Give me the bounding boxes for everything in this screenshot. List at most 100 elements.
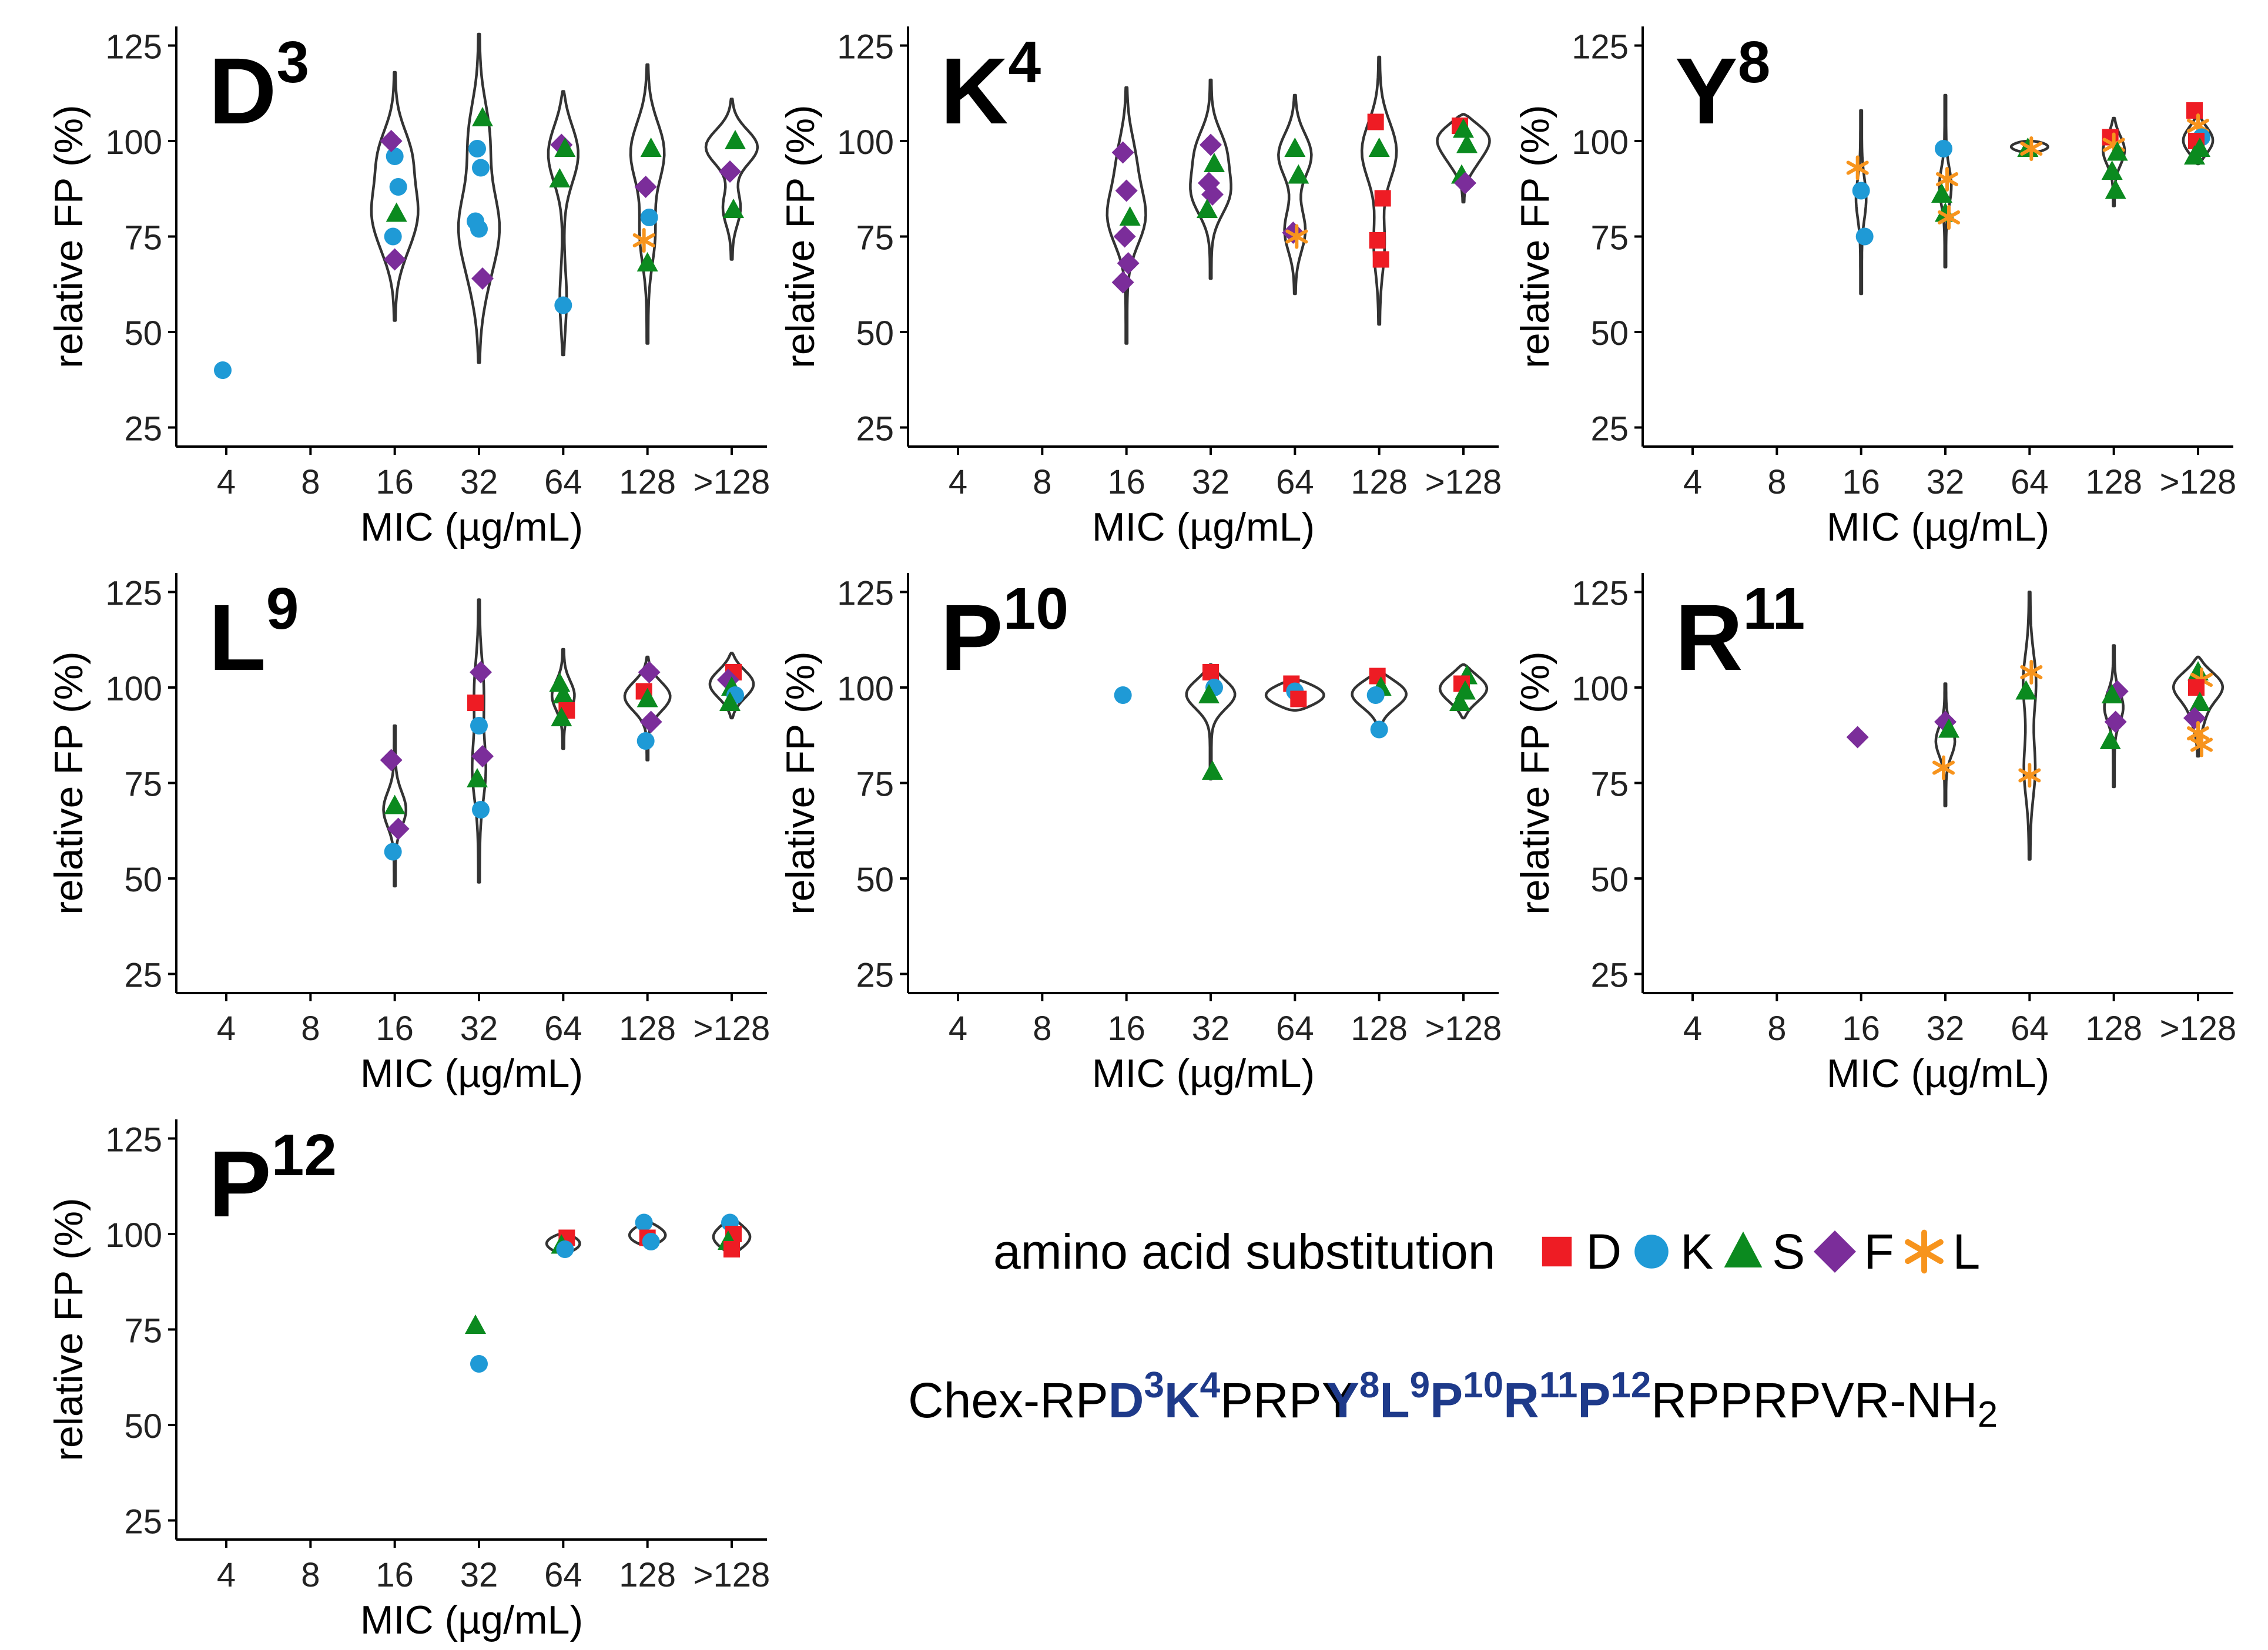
x-tick-label: 128 — [1351, 1010, 1408, 1048]
x-tick-label: >128 — [2160, 1010, 2237, 1048]
square-icon — [1542, 1236, 1572, 1267]
legend-item-d: D — [1530, 1223, 1622, 1280]
violin — [1934, 682, 1957, 807]
data-point — [636, 732, 655, 750]
sequence-position-k4: K4 — [1164, 1365, 1221, 1428]
y-tick-label: 25 — [1590, 410, 1629, 448]
data-point — [1372, 251, 1389, 268]
violin — [1438, 663, 1489, 720]
y-tick-label: 50 — [1590, 314, 1629, 353]
data-point — [636, 252, 658, 271]
legend-item-k: K — [1625, 1223, 1713, 1280]
data-point — [719, 692, 741, 711]
legend-label: S — [1772, 1223, 1805, 1279]
data-point — [1119, 206, 1141, 226]
sequence-position-d3: D3 — [1108, 1365, 1164, 1428]
data-point — [472, 107, 493, 126]
data-point — [2015, 680, 2037, 700]
data-point — [2188, 679, 2205, 696]
sequence-suffix-sub: 2 — [1977, 1394, 1998, 1435]
data-point — [554, 296, 572, 314]
sequence-position-p12: P12 — [1577, 1365, 1651, 1428]
chart-panel: 25 50 75 100 125 4 8 16 32 64 128 >128 MIC (µg/mL) re… — [1513, 26, 2236, 549]
y-tick-label: 50 — [124, 861, 162, 899]
x-tick-label: 64 — [2011, 1010, 2049, 1048]
chart-panel: 25 50 75 100 125 4 8 16 32 64 128 >128 MIC (µg/mL) re… — [778, 26, 1502, 549]
x-tick-label: 16 — [1107, 463, 1145, 501]
y-axis-label: relative FP (%) — [46, 105, 91, 368]
data-point — [2189, 692, 2210, 711]
x-axis-label: MIC (µg/mL) — [1092, 1051, 1315, 1096]
data-point — [472, 159, 490, 177]
data-point — [2105, 179, 2126, 199]
panel-title: R11 — [1675, 576, 1805, 690]
data-point — [635, 1213, 653, 1232]
y-axis-label: relative FP (%) — [1513, 651, 1557, 914]
data-point — [632, 228, 655, 253]
data-point — [2186, 102, 2203, 119]
data-point — [2187, 721, 2209, 746]
y-tick-label: 100 — [837, 670, 894, 708]
data-point — [1202, 760, 1223, 780]
data-point — [1454, 172, 1476, 194]
x-tick-label: 16 — [376, 463, 414, 501]
data-point — [2101, 684, 2123, 703]
data-point — [549, 672, 571, 692]
sequence-position-r11: R11 — [1503, 1365, 1578, 1428]
sequence-position-y8: Y8 — [1326, 1365, 1380, 1428]
x-tick-label: 64 — [1276, 1010, 1314, 1048]
data-point — [554, 138, 576, 157]
data-point — [1936, 167, 1958, 192]
x-tick-label: >128 — [1425, 1010, 1502, 1048]
data-point — [1846, 726, 1869, 749]
y-tick-label: 125 — [105, 28, 162, 66]
x-tick-label: 64 — [2011, 463, 2049, 501]
data-point — [1456, 133, 1478, 153]
y-tick-label: 25 — [124, 957, 162, 995]
x-tick-label: 16 — [1107, 1010, 1145, 1048]
triangle-icon — [1724, 1231, 1763, 1267]
x-tick-label: 4 — [217, 463, 236, 501]
panel-title: D3 — [209, 29, 309, 143]
x-tick-label: >128 — [694, 463, 770, 501]
violin — [708, 652, 755, 720]
data-point — [1200, 133, 1222, 156]
y-tick-label: 75 — [124, 766, 162, 804]
data-point — [639, 710, 662, 733]
x-tick-label: 128 — [2085, 463, 2142, 501]
x-axis-label: MIC (µg/mL) — [360, 1051, 583, 1096]
y-tick-label: 75 — [124, 1312, 162, 1350]
data-point — [386, 147, 404, 165]
data-point — [380, 749, 403, 772]
x-tick-label: 8 — [1033, 1010, 1051, 1048]
chart-panel: 25 50 75 100 125 4 8 16 32 64 128 >128 MIC (µg/mL) re… — [46, 26, 770, 549]
data-point — [549, 168, 571, 187]
x-tick-label: 8 — [301, 463, 320, 501]
data-point — [1935, 140, 1952, 157]
y-tick-label: 100 — [105, 123, 162, 162]
chart-panel: 25 50 75 100 125 4 8 16 32 64 128 >128 MIC (µg/mL) re… — [46, 573, 770, 1096]
data-point — [556, 1240, 574, 1258]
chart-panel: 25 50 75 100 125 4 8 16 32 64 128 >128 MIC (µg/mL) re… — [778, 573, 1502, 1096]
data-point — [467, 695, 484, 711]
asterisk-icon — [1904, 1229, 1944, 1274]
y-tick-label: 100 — [837, 123, 894, 162]
y-tick-label: 125 — [105, 1121, 162, 1159]
legend-item-l: L — [1898, 1223, 1980, 1280]
y-tick-label: 75 — [856, 219, 894, 257]
x-tick-label: 64 — [1276, 463, 1314, 501]
x-tick-label: 8 — [301, 1010, 320, 1048]
panel-title: P10 — [940, 576, 1068, 690]
data-point — [1285, 224, 1308, 249]
data-point — [387, 817, 410, 840]
y-axis-label: relative FP (%) — [1513, 105, 1557, 368]
x-tick-label: 16 — [1842, 463, 1880, 501]
data-point — [470, 1355, 488, 1373]
data-point — [723, 1241, 740, 1257]
x-tick-label: 16 — [1842, 1010, 1880, 1048]
x-tick-label: 128 — [2085, 1010, 2142, 1048]
data-point — [636, 688, 658, 707]
y-axis-label: relative FP (%) — [46, 1198, 91, 1461]
data-point — [1115, 179, 1138, 202]
